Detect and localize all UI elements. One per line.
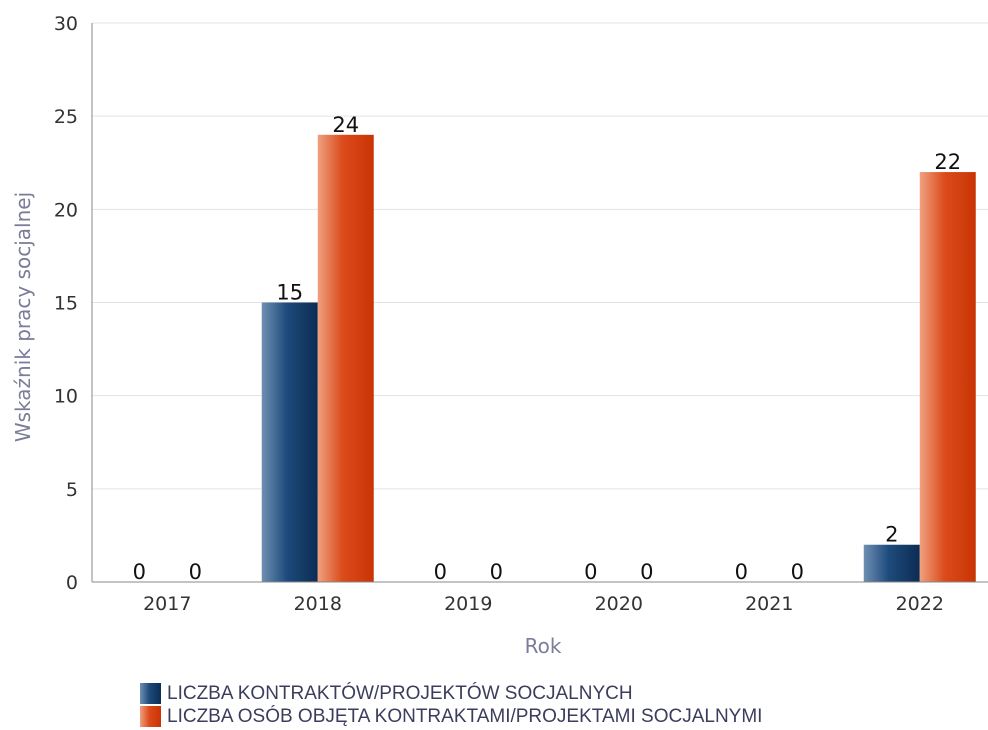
x-tick-label-2018: 2018 xyxy=(294,593,342,615)
x-tick-label-2022: 2022 xyxy=(896,593,944,615)
bar-2022-series-1 xyxy=(863,544,920,582)
data-label-2021-series-1: 0 xyxy=(735,560,748,584)
data-label-2022-series-2: 22 xyxy=(934,150,961,174)
data-label-2018-series-1: 15 xyxy=(276,281,303,305)
y-axis-title: Wskaźnik pracy socjalnej xyxy=(11,192,35,442)
data-label-2020-series-1: 0 xyxy=(584,560,597,584)
bar-2018-series-2 xyxy=(317,134,374,583)
gridlines xyxy=(92,22,988,490)
data-label-2017-series-2: 0 xyxy=(189,560,202,584)
legend-label-contracts: LICZBA KONTRAKTÓW/PROJEKTÓW SOCJALNYCH xyxy=(167,682,633,704)
x-tick-label-2017: 2017 xyxy=(143,593,191,615)
y-tick-label-0: 0 xyxy=(66,572,78,594)
y-tick-label-5: 5 xyxy=(66,479,78,501)
bar-2018-series-1 xyxy=(261,302,318,582)
y-tick-label-25: 25 xyxy=(54,106,78,128)
data-label-2018-series-2: 24 xyxy=(332,113,359,137)
legend-item-contracts: LICZBA KONTRAKTÓW/PROJEKTÓW SOCJALNYCH xyxy=(140,682,762,705)
x-tick-labels: 2017 2018 2019 2020 2021 2022 xyxy=(143,593,944,615)
data-label-2021-series-2: 0 xyxy=(791,560,804,584)
data-label-2019-series-2: 0 xyxy=(490,560,503,584)
legend-label-persons: LICZBA OSÓB OBJĘTA KONTRAKTAMI/PROJEKTAM… xyxy=(167,705,763,727)
legend-swatch-orange xyxy=(140,706,161,727)
legend-swatch-blue xyxy=(140,683,161,704)
bar-2022-series-2 xyxy=(919,172,976,583)
x-tick-label-2020: 2020 xyxy=(595,593,643,615)
data-label-2020-series-2: 0 xyxy=(640,560,653,584)
y-tick-labels: 0 5 10 15 20 25 30 xyxy=(54,13,78,594)
bars xyxy=(261,134,976,583)
y-tick-label-15: 15 xyxy=(54,293,78,315)
legend-item-persons: LICZBA OSÓB OBJĘTA KONTRAKTAMI/PROJEKTAM… xyxy=(140,705,762,728)
x-axis-title: Rok xyxy=(525,634,562,658)
y-tick-label-10: 10 xyxy=(54,386,78,408)
x-tick-label-2021: 2021 xyxy=(745,593,793,615)
y-tick-label-30: 30 xyxy=(54,13,78,35)
legend: LICZBA KONTRAKTÓW/PROJEKTÓW SOCJALNYCH L… xyxy=(140,682,762,728)
y-tick-label-20: 20 xyxy=(54,199,78,221)
x-tick-label-2019: 2019 xyxy=(444,593,492,615)
data-label-2022-series-1: 2 xyxy=(885,523,898,547)
data-label-2019-series-1: 0 xyxy=(434,560,447,584)
data-label-2017-series-1: 0 xyxy=(133,560,146,584)
